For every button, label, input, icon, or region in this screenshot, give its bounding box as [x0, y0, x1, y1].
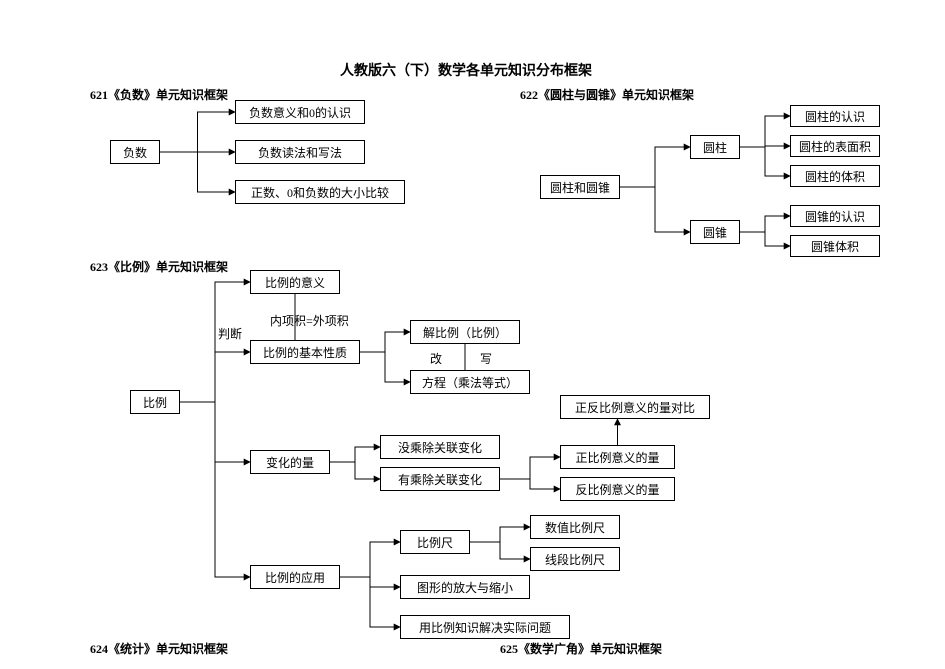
- heading-623: 623《比例》单元知识框架: [90, 258, 228, 275]
- node-negative-meaning: 负数意义和0的认识: [235, 100, 365, 124]
- node-cylinder-recognize: 圆柱的认识: [790, 105, 880, 127]
- heading-624: 624《统计》单元知识框架: [90, 640, 228, 657]
- node-cylinder: 圆柱: [690, 135, 740, 159]
- node-cone: 圆锥: [690, 220, 740, 244]
- node-inverse-prop: 反比例意义的量: [560, 477, 675, 501]
- node-equation: 方程（乘法等式）: [410, 370, 530, 394]
- node-negative-readwrite: 负数读法和写法: [235, 140, 365, 164]
- label-inner-outer-product: 内项积=外项积: [270, 312, 349, 329]
- node-cylinder-volume: 圆柱的体积: [790, 165, 880, 187]
- node-ratio-property: 比例的基本性质: [250, 340, 360, 364]
- node-direct-prop: 正比例意义的量: [560, 445, 675, 469]
- node-cylinder-surface: 圆柱的表面积: [790, 135, 880, 157]
- node-negative: 负数: [110, 140, 160, 164]
- label-gai: 改: [430, 350, 442, 367]
- node-direct-inverse-compare: 正反比例意义的量对比: [560, 395, 710, 419]
- node-solve-ratio: 解比例（比例）: [410, 320, 520, 344]
- node-scale: 比例尺: [400, 530, 470, 554]
- heading-621: 621《负数》单元知识框架: [90, 86, 228, 103]
- node-cylinder-cone: 圆柱和圆锥: [540, 175, 620, 199]
- page-title: 人教版六（下）数学各单元知识分布框架: [340, 60, 592, 80]
- label-judge: 判断: [218, 325, 242, 342]
- diagram-stage: { "page": { "background_color": "#ffffff…: [0, 0, 945, 669]
- label-xie: 写: [480, 350, 492, 367]
- node-no-multdiv: 没乘除关联变化: [380, 435, 500, 459]
- node-real-problem: 用比例知识解决实际问题: [400, 615, 570, 639]
- node-ratio-application: 比例的应用: [250, 565, 340, 589]
- node-enlarge-shrink: 图形的放大与缩小: [400, 575, 530, 599]
- node-cone-volume: 圆锥体积: [790, 235, 880, 257]
- heading-625: 625《数学广角》单元知识框架: [500, 640, 662, 657]
- node-cone-recognize: 圆锥的认识: [790, 205, 880, 227]
- heading-622: 622《圆柱与圆锥》单元知识框架: [520, 86, 694, 103]
- node-negative-compare: 正数、0和负数的大小比较: [235, 180, 405, 204]
- node-ratio-meaning: 比例的意义: [250, 270, 340, 294]
- node-line-scale: 线段比例尺: [530, 547, 620, 571]
- node-numeric-scale: 数值比例尺: [530, 515, 620, 539]
- node-variable-qty: 变化的量: [250, 450, 330, 474]
- node-has-multdiv: 有乘除关联变化: [380, 467, 500, 491]
- node-ratio: 比例: [130, 390, 180, 414]
